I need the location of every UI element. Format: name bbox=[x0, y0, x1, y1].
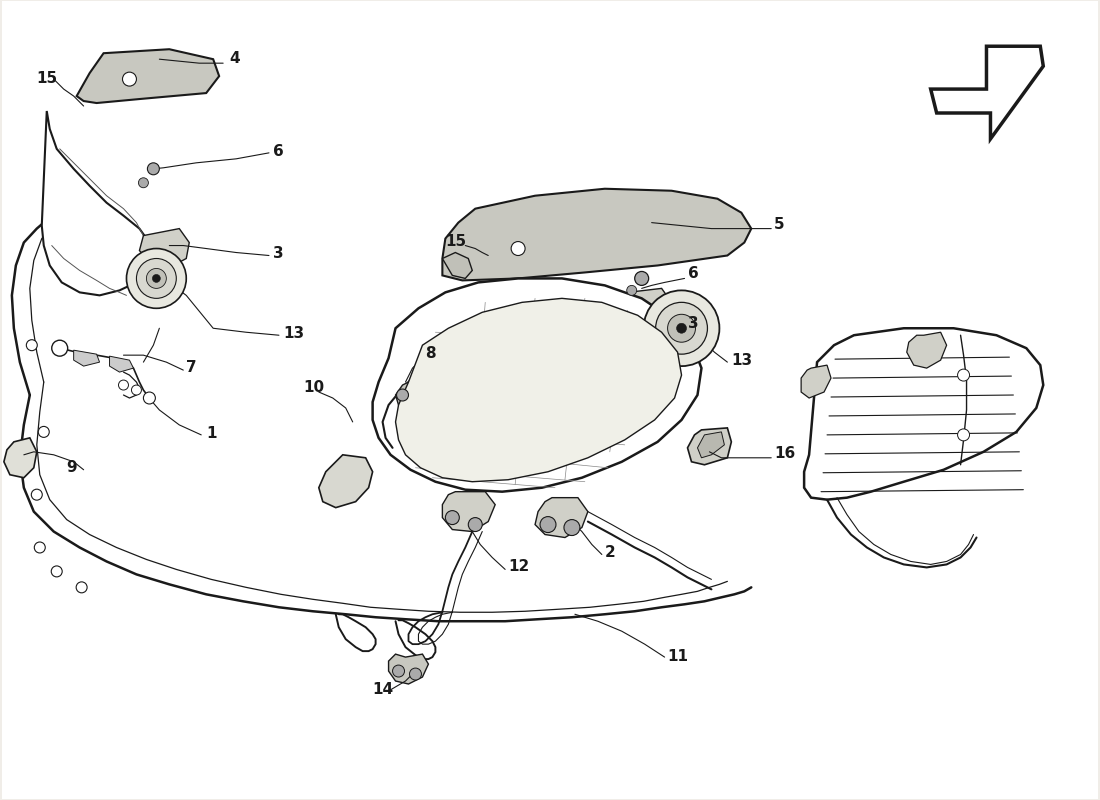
Text: 15: 15 bbox=[446, 234, 466, 249]
Circle shape bbox=[52, 340, 68, 356]
Polygon shape bbox=[396, 378, 428, 408]
Circle shape bbox=[143, 392, 155, 404]
Circle shape bbox=[409, 668, 421, 680]
Circle shape bbox=[396, 389, 408, 401]
Circle shape bbox=[147, 163, 160, 174]
Circle shape bbox=[31, 489, 42, 500]
Circle shape bbox=[119, 380, 129, 390]
Text: 9: 9 bbox=[67, 460, 77, 474]
Text: 6: 6 bbox=[273, 144, 284, 159]
Polygon shape bbox=[618, 288, 672, 328]
Polygon shape bbox=[442, 253, 472, 278]
Circle shape bbox=[635, 271, 649, 286]
Polygon shape bbox=[74, 350, 100, 366]
Text: 10: 10 bbox=[302, 380, 324, 395]
Circle shape bbox=[122, 72, 136, 86]
Circle shape bbox=[26, 340, 37, 350]
Polygon shape bbox=[77, 50, 219, 103]
Circle shape bbox=[139, 178, 148, 188]
Text: 6: 6 bbox=[688, 266, 698, 282]
Text: 15: 15 bbox=[36, 71, 58, 86]
Circle shape bbox=[153, 274, 161, 282]
Text: 16: 16 bbox=[774, 446, 795, 461]
Text: 7: 7 bbox=[186, 360, 197, 375]
Polygon shape bbox=[442, 492, 495, 531]
Circle shape bbox=[34, 542, 45, 553]
Circle shape bbox=[39, 426, 50, 438]
Circle shape bbox=[627, 286, 637, 295]
Text: 11: 11 bbox=[668, 649, 689, 664]
Polygon shape bbox=[140, 229, 189, 266]
Circle shape bbox=[958, 369, 969, 381]
Polygon shape bbox=[42, 111, 153, 295]
Circle shape bbox=[76, 582, 87, 593]
Circle shape bbox=[958, 429, 969, 441]
Circle shape bbox=[656, 302, 707, 354]
Circle shape bbox=[512, 242, 525, 255]
Polygon shape bbox=[396, 298, 682, 482]
Polygon shape bbox=[388, 654, 428, 684]
Polygon shape bbox=[442, 189, 751, 281]
Polygon shape bbox=[535, 498, 587, 538]
Text: 3: 3 bbox=[688, 316, 698, 331]
Polygon shape bbox=[373, 278, 702, 492]
Polygon shape bbox=[688, 428, 732, 465]
Text: 13: 13 bbox=[732, 353, 752, 368]
Polygon shape bbox=[931, 46, 1043, 139]
Circle shape bbox=[564, 519, 580, 535]
Text: 12: 12 bbox=[508, 559, 529, 574]
Text: 1: 1 bbox=[206, 426, 217, 441]
Polygon shape bbox=[906, 332, 947, 368]
Text: 4: 4 bbox=[229, 51, 240, 66]
Circle shape bbox=[676, 323, 686, 334]
Polygon shape bbox=[697, 432, 725, 458]
Circle shape bbox=[132, 385, 142, 395]
Circle shape bbox=[126, 249, 186, 308]
Circle shape bbox=[469, 518, 482, 531]
Polygon shape bbox=[804, 328, 1043, 500]
Circle shape bbox=[393, 665, 405, 677]
Circle shape bbox=[446, 510, 460, 525]
Text: 3: 3 bbox=[273, 246, 284, 262]
Text: 13: 13 bbox=[283, 326, 304, 342]
Polygon shape bbox=[319, 455, 373, 508]
Circle shape bbox=[668, 314, 695, 342]
Text: 2: 2 bbox=[605, 546, 616, 561]
Text: 14: 14 bbox=[373, 682, 394, 697]
Circle shape bbox=[644, 290, 719, 366]
Circle shape bbox=[146, 269, 166, 288]
Circle shape bbox=[540, 517, 556, 533]
Circle shape bbox=[136, 258, 176, 298]
Polygon shape bbox=[801, 365, 830, 398]
Text: 5: 5 bbox=[774, 217, 784, 231]
Polygon shape bbox=[110, 356, 133, 372]
Text: 8: 8 bbox=[426, 346, 436, 361]
Polygon shape bbox=[4, 438, 36, 478]
Circle shape bbox=[52, 566, 63, 577]
